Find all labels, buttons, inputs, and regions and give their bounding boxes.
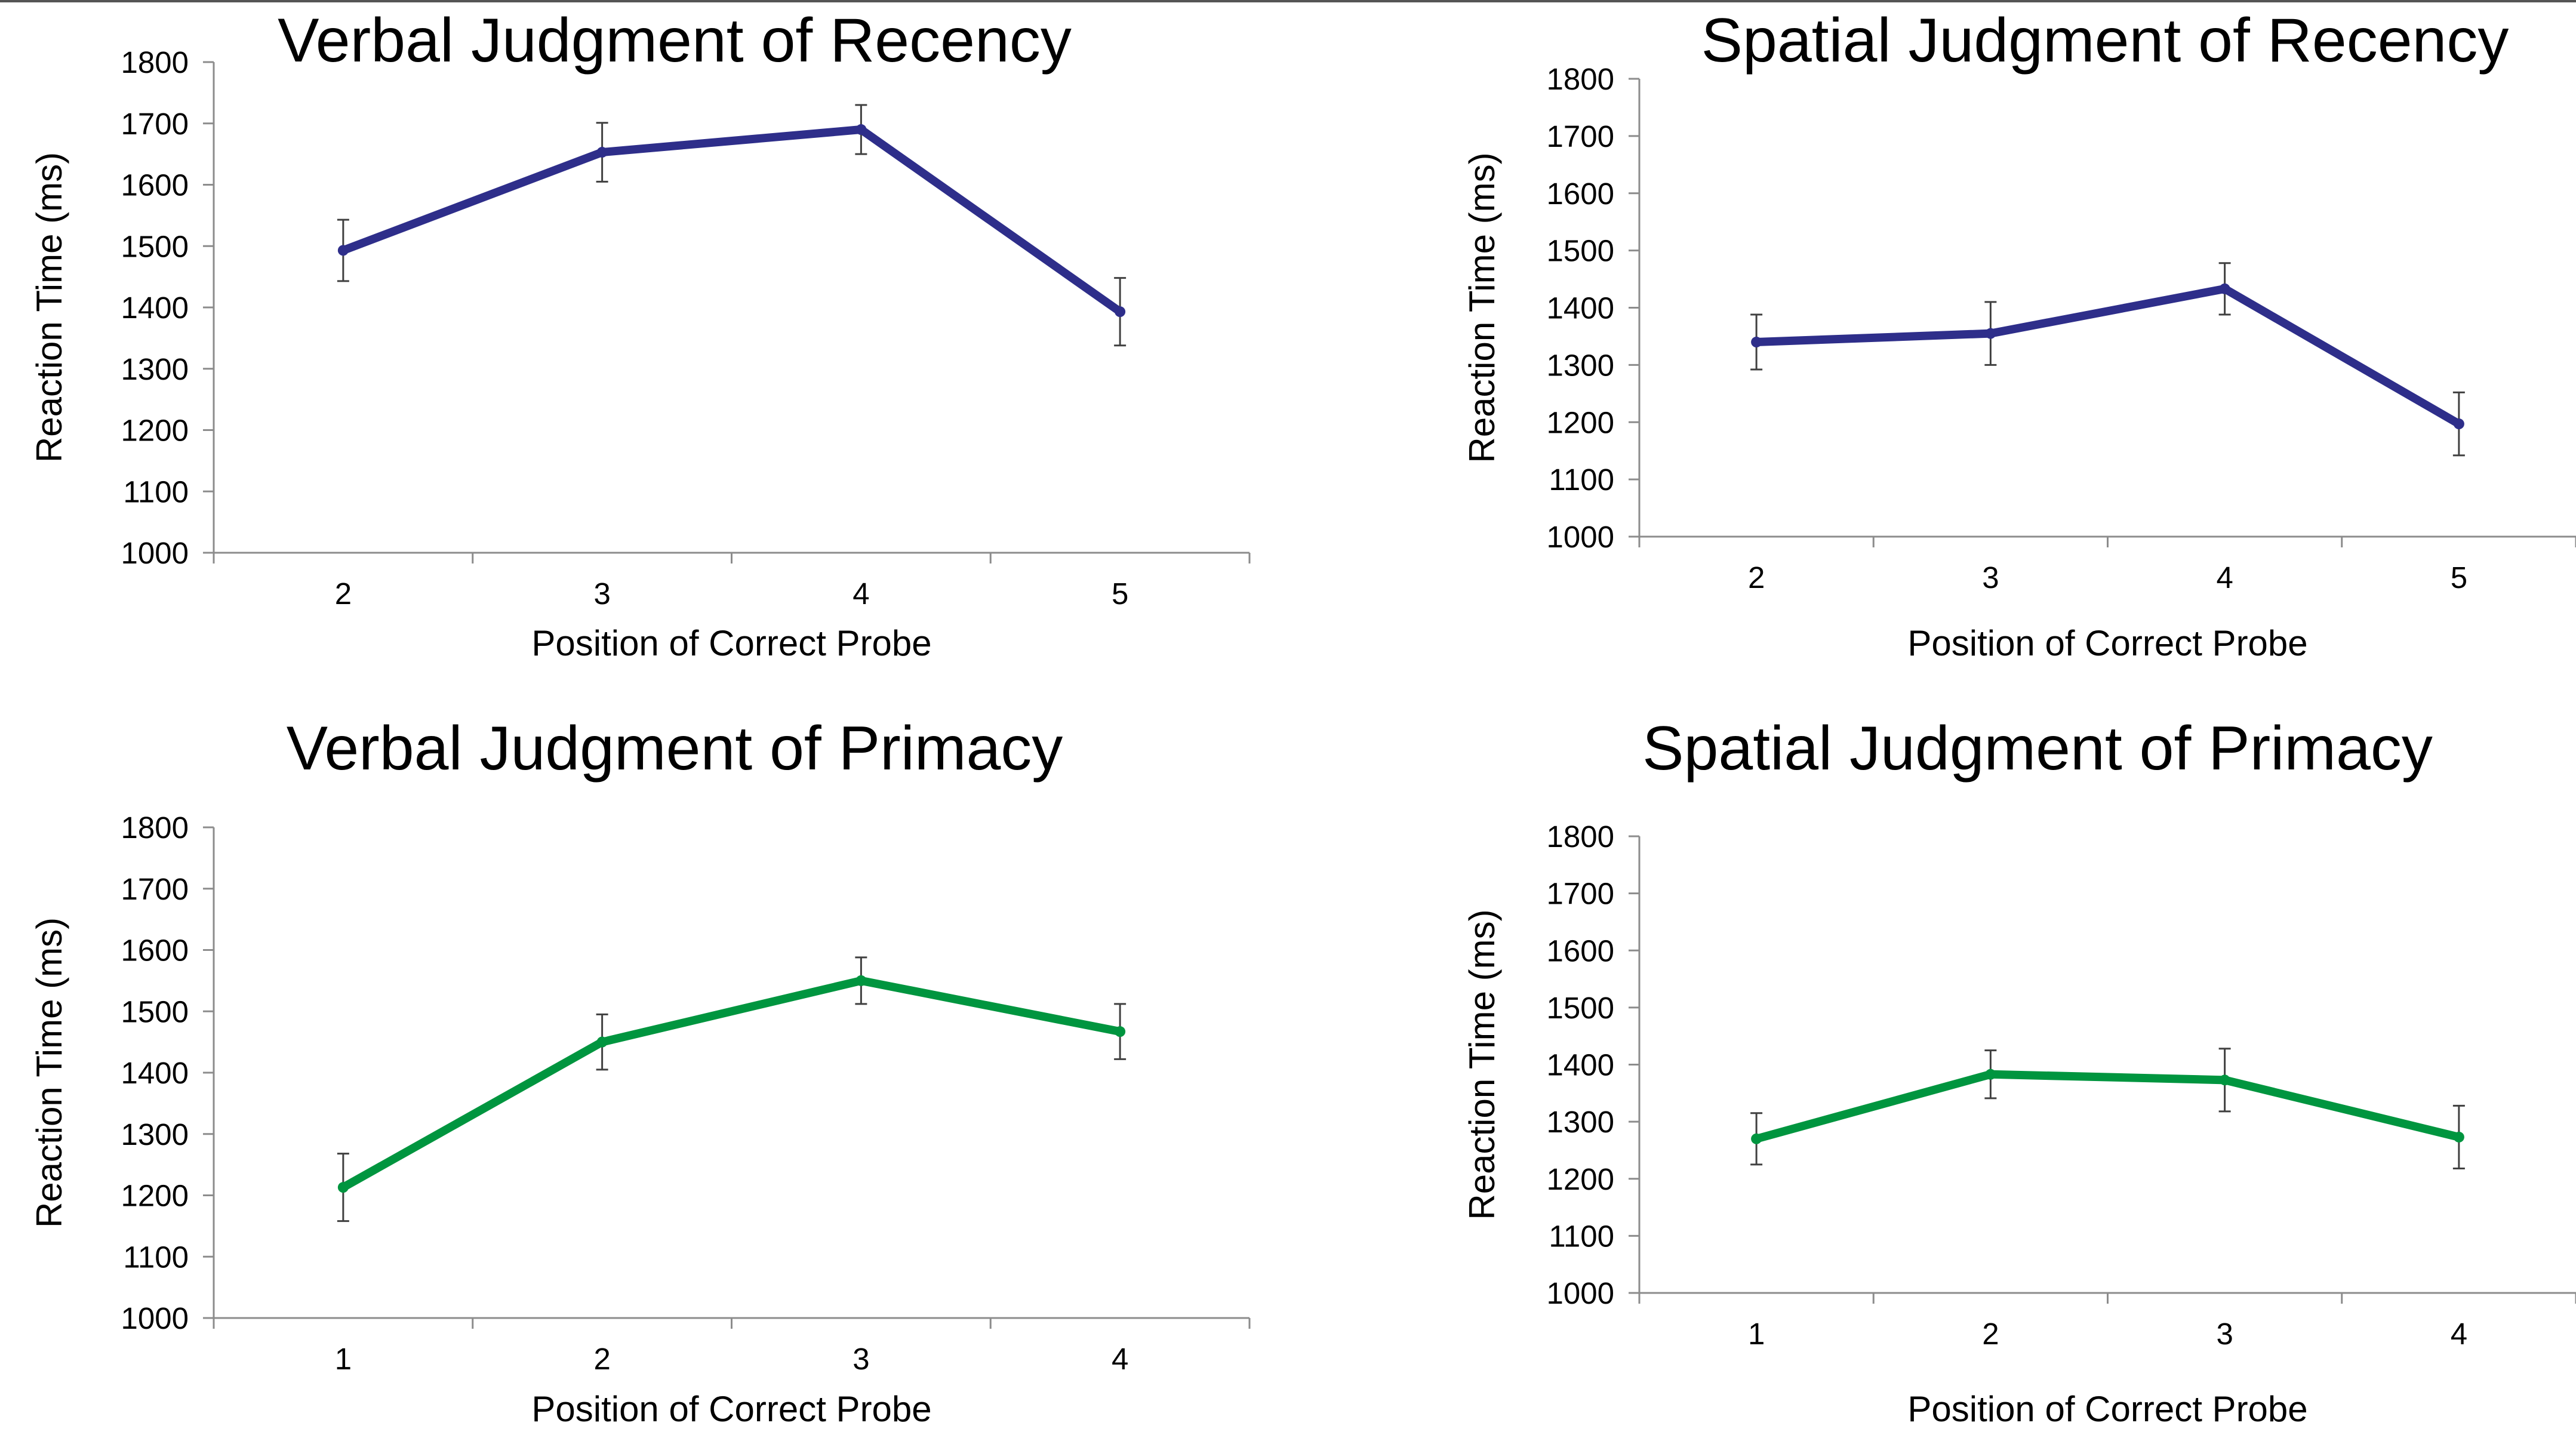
data-point bbox=[855, 124, 867, 136]
x-tick-label: 3 bbox=[1982, 561, 1999, 595]
y-tick-label: 1000 bbox=[1547, 520, 1614, 554]
x-axis-title: Position of Correct Probe bbox=[1907, 623, 2307, 663]
data-point bbox=[1751, 1133, 1762, 1144]
y-axis-title: Reaction Time (ms) bbox=[29, 917, 69, 1228]
data-point bbox=[2453, 418, 2464, 430]
chart-title: Verbal Judgment of Primacy bbox=[287, 714, 1063, 783]
x-tick-label: 3 bbox=[852, 1342, 869, 1376]
y-tick-label: 1500 bbox=[121, 229, 189, 263]
y-tick-label: 1800 bbox=[121, 45, 189, 79]
chart-title: Spatial Judgment of Recency bbox=[1701, 6, 2509, 75]
y-tick-label: 1100 bbox=[1549, 463, 1614, 497]
data-point bbox=[337, 1182, 349, 1193]
x-tick-label: 4 bbox=[1112, 1342, 1128, 1376]
y-tick-label: 1200 bbox=[1547, 1162, 1614, 1196]
x-axis-title: Position of Correct Probe bbox=[1907, 1389, 2307, 1429]
x-tick-label: 2 bbox=[335, 577, 352, 611]
data-point bbox=[1115, 1026, 1126, 1037]
y-tick-label: 1700 bbox=[1547, 119, 1614, 153]
x-tick-label: 4 bbox=[2451, 1317, 2467, 1351]
y-axis-title: Reaction Time (ms) bbox=[1462, 909, 1502, 1220]
data-point bbox=[1985, 328, 1996, 339]
x-tick-label: 1 bbox=[1748, 1317, 1765, 1351]
y-tick-label: 1100 bbox=[123, 475, 189, 509]
series-line bbox=[1752, 284, 2463, 429]
x-tick-label: 2 bbox=[593, 1342, 610, 1376]
data-point bbox=[2219, 1074, 2230, 1086]
data-point bbox=[855, 975, 867, 986]
chart-spatial-primacy: Spatial Judgment of Primacy Reaction Tim… bbox=[1462, 714, 2576, 1429]
y-tick-label: 1200 bbox=[1547, 405, 1614, 439]
x-tick-label: 4 bbox=[852, 577, 869, 611]
chart-verbal-primacy: Verbal Judgment of Primacy Reaction Time… bbox=[29, 714, 1251, 1429]
y-tick-label: 1000 bbox=[121, 1301, 189, 1335]
y-axis-title: Reaction Time (ms) bbox=[1462, 152, 1502, 463]
y-tick-label: 1200 bbox=[121, 414, 189, 448]
x-tick-label: 1 bbox=[335, 1342, 352, 1376]
data-point bbox=[2453, 1131, 2464, 1143]
chart-title: Verbal Judgment of Recency bbox=[278, 6, 1072, 75]
y-tick-label: 1600 bbox=[1547, 934, 1614, 968]
data-point bbox=[596, 1036, 608, 1048]
y-tick-label: 1800 bbox=[1547, 62, 1614, 96]
data-point bbox=[1115, 306, 1126, 318]
y-tick-label: 1500 bbox=[121, 994, 189, 1028]
x-tick-label: 5 bbox=[2451, 561, 2467, 595]
y-tick-label: 1100 bbox=[1549, 1219, 1614, 1253]
y-axis-title: Reaction Time (ms) bbox=[29, 152, 69, 463]
y-tick-label: 1400 bbox=[121, 1056, 189, 1090]
y-tick-label: 1300 bbox=[1547, 348, 1614, 382]
y-tick-label: 1700 bbox=[121, 107, 189, 141]
data-point bbox=[596, 147, 608, 158]
x-tick-label: 3 bbox=[593, 577, 610, 611]
series-line bbox=[1752, 1070, 2463, 1143]
chart-title: Spatial Judgment of Primacy bbox=[1642, 714, 2433, 783]
y-tick-label: 1000 bbox=[1547, 1276, 1614, 1310]
x-axis-title: Position of Correct Probe bbox=[531, 623, 931, 663]
y-tick-label: 1600 bbox=[121, 934, 189, 968]
y-tick-label: 1300 bbox=[121, 352, 189, 386]
y-tick-label: 1800 bbox=[121, 811, 189, 845]
y-tick-label: 1400 bbox=[1547, 1048, 1614, 1082]
x-tick-label: 2 bbox=[1982, 1317, 1999, 1351]
y-tick-label: 1800 bbox=[1547, 820, 1614, 854]
x-tick-label: 4 bbox=[2216, 561, 2233, 595]
y-tick-label: 1300 bbox=[121, 1117, 189, 1151]
chart-verbal-recency: Verbal Judgment of Recency Reaction Time… bbox=[29, 6, 1251, 663]
x-tick-label: 3 bbox=[2216, 1317, 2233, 1351]
y-tick-label: 1400 bbox=[121, 291, 189, 325]
data-point bbox=[1751, 337, 1762, 348]
x-tick-label: 2 bbox=[1748, 561, 1765, 595]
x-tick-label: 5 bbox=[1112, 577, 1128, 611]
y-tick-label: 1500 bbox=[1547, 991, 1614, 1025]
x-axis-title: Position of Correct Probe bbox=[531, 1389, 931, 1429]
y-tick-label: 1600 bbox=[1547, 177, 1614, 211]
y-tick-label: 1000 bbox=[121, 536, 189, 570]
y-tick-label: 1300 bbox=[1547, 1105, 1614, 1139]
y-tick-label: 1100 bbox=[123, 1240, 189, 1274]
y-tick-label: 1400 bbox=[1547, 291, 1614, 325]
y-tick-label: 1500 bbox=[1547, 234, 1614, 268]
y-tick-label: 1700 bbox=[121, 872, 189, 906]
y-tick-label: 1600 bbox=[121, 168, 189, 202]
data-point bbox=[2219, 283, 2230, 294]
series-line bbox=[338, 976, 1125, 1192]
data-point bbox=[337, 245, 349, 256]
data-point bbox=[1985, 1068, 1996, 1080]
y-tick-label: 1200 bbox=[121, 1179, 189, 1213]
y-tick-label: 1700 bbox=[1547, 877, 1614, 911]
series-line bbox=[338, 125, 1125, 316]
chart-spatial-recency: Spatial Judgment of Recency Reaction Tim… bbox=[1462, 6, 2576, 663]
